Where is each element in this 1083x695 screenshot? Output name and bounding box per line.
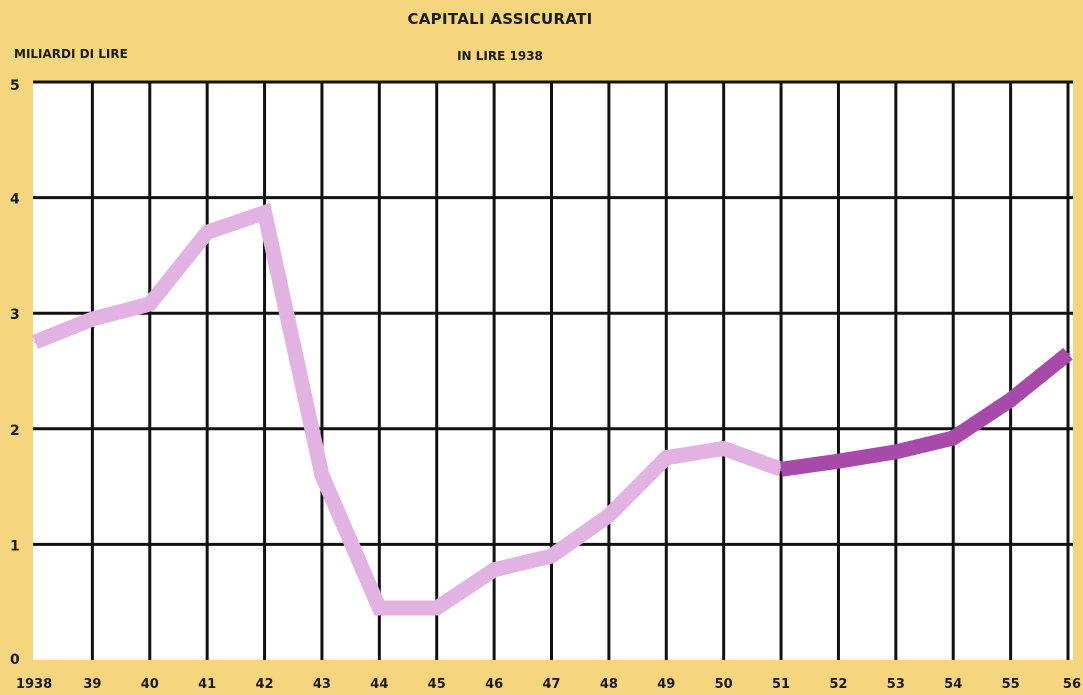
y-tick-label: 0: [10, 652, 20, 668]
data-point: [780, 468, 783, 471]
data-point: [1009, 398, 1012, 401]
series-line-1: [32, 202, 784, 616]
x-tick-label: 54: [944, 677, 962, 692]
data-point: [148, 302, 151, 305]
x-tick-label: 46: [485, 677, 503, 692]
x-tick-label: 45: [428, 677, 446, 692]
y-tick-label: 2: [10, 423, 20, 439]
x-tick-label: 43: [313, 677, 331, 692]
y-axis-unit-label: MILIARDI DI LIRE: [14, 47, 128, 61]
x-tick-label: 1938: [16, 677, 52, 692]
data-point: [378, 606, 381, 609]
data-point: [206, 231, 209, 234]
series-line-2: [780, 347, 1073, 477]
data-point: [665, 456, 668, 459]
x-tick-label: 50: [715, 677, 733, 692]
series-lines: [32, 202, 1073, 616]
data-point: [894, 450, 897, 453]
x-tick-label: 55: [1002, 677, 1020, 692]
data-point: [435, 606, 438, 609]
data-point: [1067, 352, 1069, 355]
x-tick-labels: 1938 39 40 41 42 43 44 45 46 47 48 49 50 51 52 53 54 55 56: [16, 677, 1081, 692]
data-point: [493, 568, 496, 571]
grid: [33, 80, 1073, 660]
x-tick-label: 52: [829, 677, 847, 692]
y-tick-labels: 0 1 2 3 4 5: [10, 78, 20, 668]
x-tick-label: 44: [370, 677, 388, 692]
data-point: [263, 211, 266, 214]
y-tick-label: 3: [10, 307, 20, 323]
y-tick-label: 5: [10, 78, 20, 94]
x-tick-label: 47: [542, 677, 560, 692]
data-point: [722, 447, 725, 450]
chart-subtitle: IN LIRE 1938: [457, 49, 543, 63]
data-point: [952, 437, 955, 440]
x-tick-label: 49: [657, 677, 675, 692]
data-point: [550, 554, 553, 557]
data-point: [320, 474, 323, 477]
y-tick-label: 1: [10, 538, 20, 554]
x-tick-label: 48: [600, 677, 618, 692]
chart-title: CAPITALI ASSICURATI: [407, 10, 592, 28]
x-tick-label: 40: [141, 677, 159, 692]
x-tick-label: 41: [198, 677, 216, 692]
data-point: [91, 317, 94, 320]
x-tick-label: 53: [887, 677, 905, 692]
y-tick-label: 4: [10, 192, 20, 208]
x-tick-label: 51: [772, 677, 790, 692]
x-tick-label: 56: [1063, 677, 1081, 692]
data-point: [607, 514, 610, 517]
x-tick-label: 39: [83, 677, 101, 692]
data-point: [34, 341, 36, 344]
x-tick-label: 42: [256, 677, 274, 692]
data-point: [837, 460, 840, 463]
